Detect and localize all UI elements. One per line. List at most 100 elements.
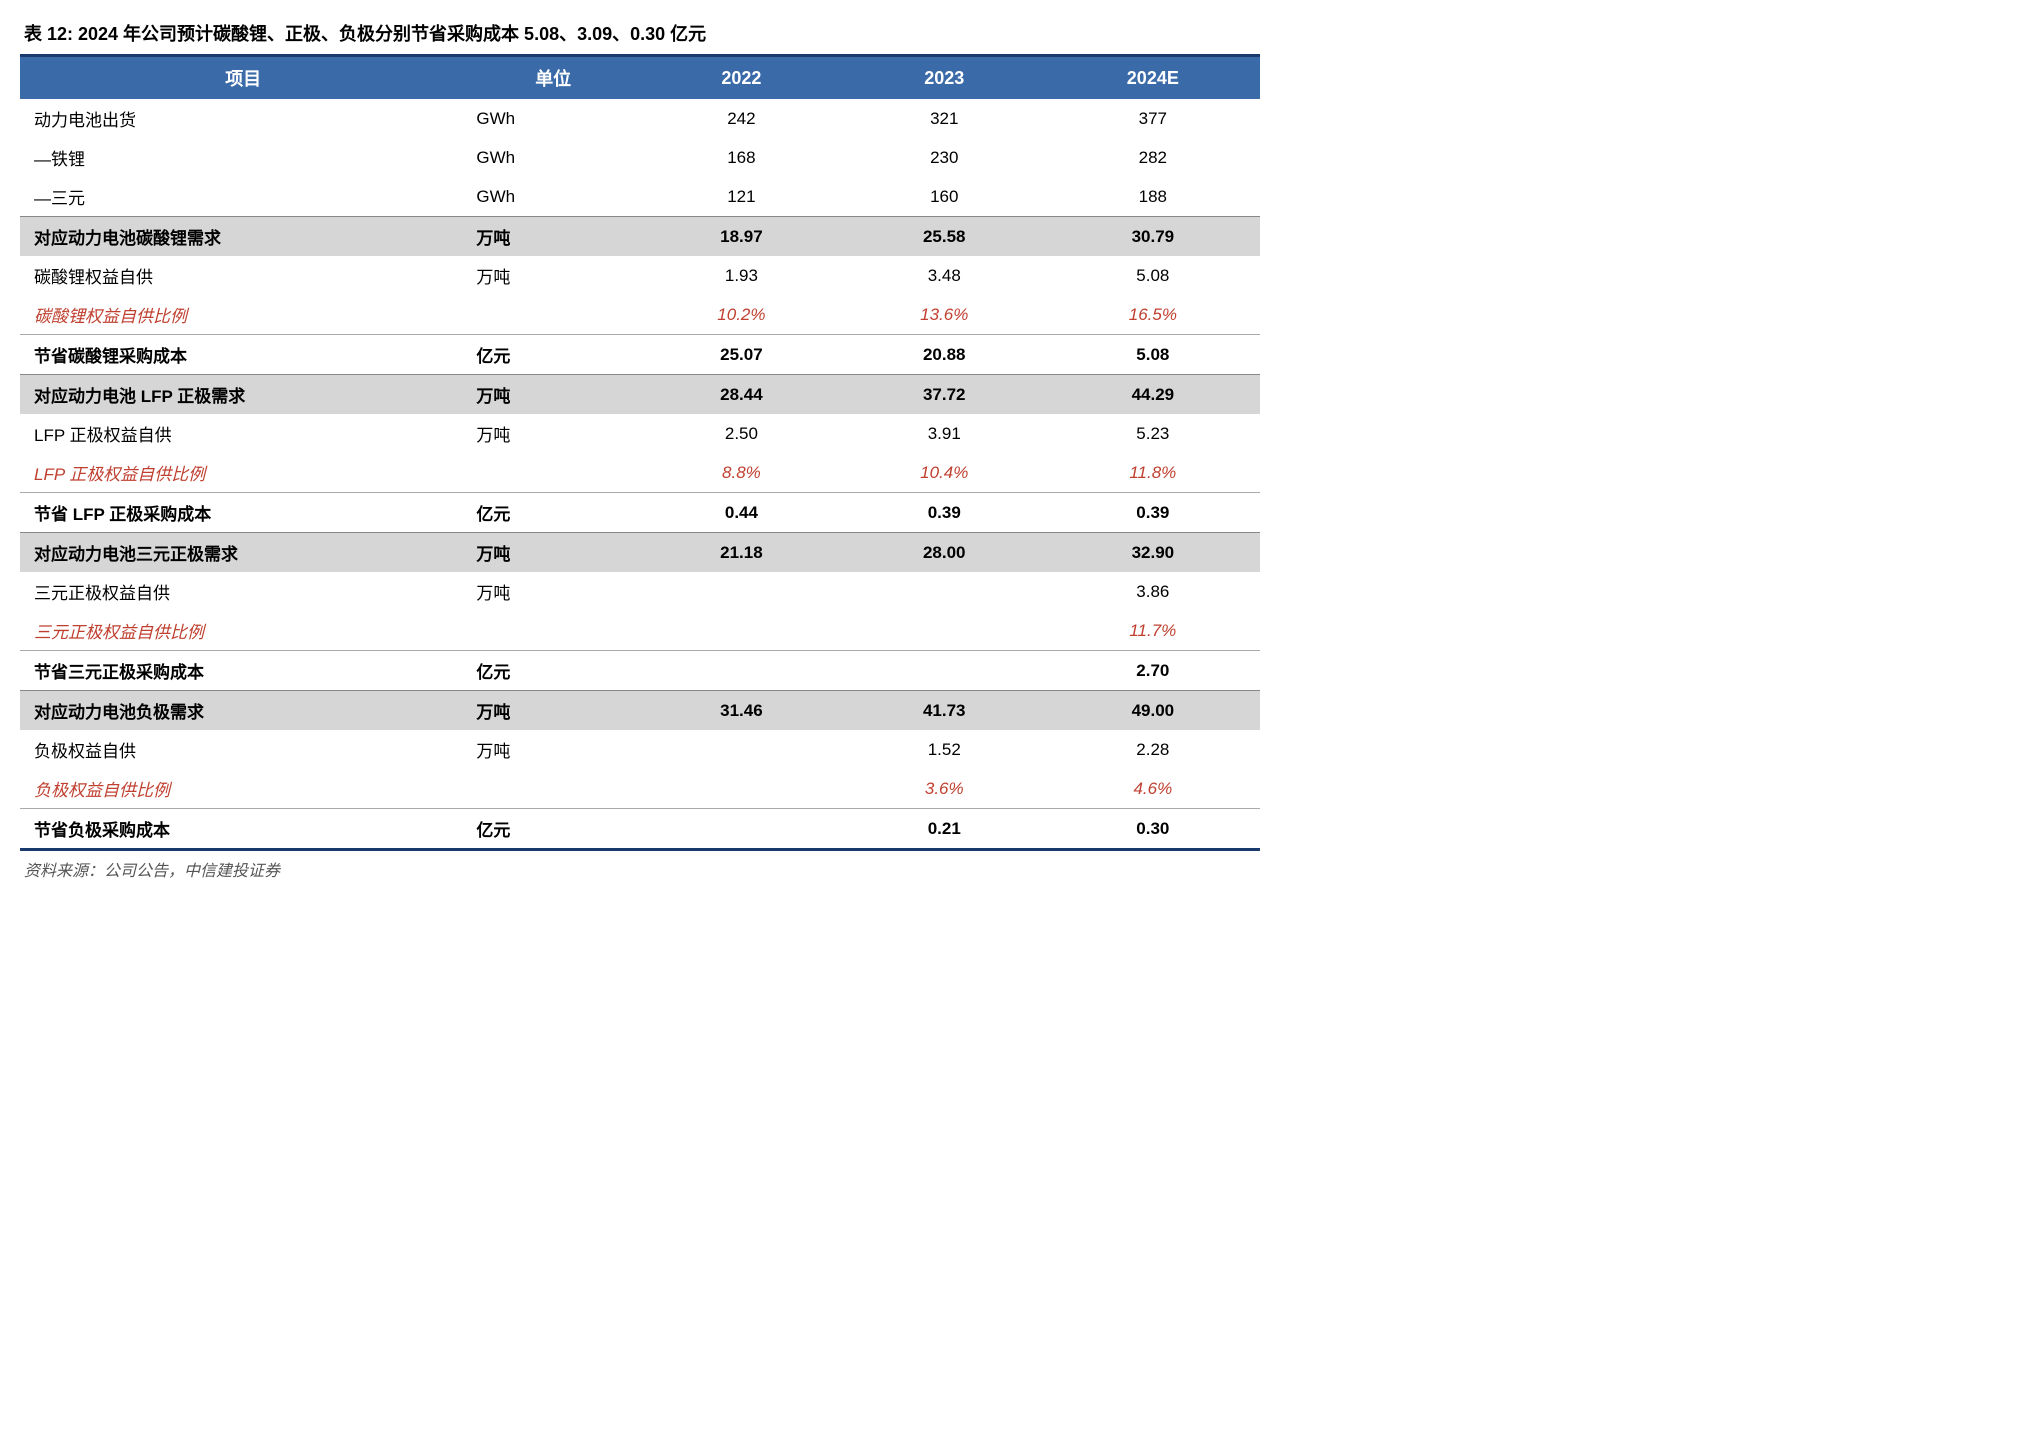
table-cell: 11.8% bbox=[1046, 453, 1260, 493]
table-cell: 动力电池出货 bbox=[20, 99, 466, 138]
table-cell: 321 bbox=[843, 99, 1046, 138]
table-cell: —三元 bbox=[20, 177, 466, 217]
table-cell: 5.23 bbox=[1046, 414, 1260, 453]
table-cell: 16.5% bbox=[1046, 295, 1260, 335]
table-cell: 31.46 bbox=[640, 691, 843, 731]
table-cell: 负极权益自供比例 bbox=[20, 769, 466, 809]
table-cell: 3.6% bbox=[843, 769, 1046, 809]
table-body: 动力电池出货GWh242321377—铁锂GWh168230282—三元GWh1… bbox=[20, 99, 1260, 850]
table-row: LFP 正极权益自供万吨2.503.915.23 bbox=[20, 414, 1260, 453]
table-cell: 2.28 bbox=[1046, 730, 1260, 769]
data-table: 项目 单位 2022 2023 2024E 动力电池出货GWh242321377… bbox=[20, 54, 1260, 851]
table-cell: 30.79 bbox=[1046, 217, 1260, 257]
table-cell: 20.88 bbox=[843, 335, 1046, 375]
table-cell bbox=[640, 769, 843, 809]
table-cell: GWh bbox=[466, 138, 640, 177]
table-cell: 11.7% bbox=[1046, 611, 1260, 651]
table-cell: GWh bbox=[466, 177, 640, 217]
table-cell: 碳酸锂权益自供 bbox=[20, 256, 466, 295]
table-cell: 28.44 bbox=[640, 375, 843, 415]
table-cell: 377 bbox=[1046, 99, 1260, 138]
table-cell: 亿元 bbox=[466, 335, 640, 375]
table-cell: 13.6% bbox=[843, 295, 1046, 335]
table-cell bbox=[640, 611, 843, 651]
table-cell: 0.39 bbox=[843, 493, 1046, 533]
table-container: 表 12: 2024 年公司预计碳酸锂、正极、负极分别节省采购成本 5.08、3… bbox=[20, 20, 1260, 881]
table-cell: 亿元 bbox=[466, 651, 640, 691]
table-cell: 万吨 bbox=[466, 375, 640, 415]
table-row: 对应动力电池三元正极需求万吨21.1828.0032.90 bbox=[20, 533, 1260, 573]
table-cell bbox=[843, 572, 1046, 611]
table-cell: 万吨 bbox=[466, 217, 640, 257]
table-cell bbox=[843, 611, 1046, 651]
table-row: 对应动力电池碳酸锂需求万吨18.9725.5830.79 bbox=[20, 217, 1260, 257]
table-row: —铁锂GWh168230282 bbox=[20, 138, 1260, 177]
table-row: 负极权益自供比例 3.6%4.6% bbox=[20, 769, 1260, 809]
table-cell: 3.86 bbox=[1046, 572, 1260, 611]
table-cell: 10.4% bbox=[843, 453, 1046, 493]
table-row: 三元正极权益自供万吨 3.86 bbox=[20, 572, 1260, 611]
table-cell: 对应动力电池负极需求 bbox=[20, 691, 466, 731]
table-cell: 44.29 bbox=[1046, 375, 1260, 415]
table-cell: 25.07 bbox=[640, 335, 843, 375]
table-row: 节省三元正极采购成本亿元2.70 bbox=[20, 651, 1260, 691]
table-row: 碳酸锂权益自供比例10.2%13.6%16.5% bbox=[20, 295, 1260, 335]
table-row: 负极权益自供万吨1.522.28 bbox=[20, 730, 1260, 769]
table-row: 三元正极权益自供比例11.7% bbox=[20, 611, 1260, 651]
table-cell: 亿元 bbox=[466, 493, 640, 533]
table-cell: 对应动力电池 LFP 正极需求 bbox=[20, 375, 466, 415]
table-cell: 万吨 bbox=[466, 691, 640, 731]
table-cell: 对应动力电池碳酸锂需求 bbox=[20, 217, 466, 257]
table-cell bbox=[466, 611, 640, 651]
table-row: LFP 正极权益自供比例8.8%10.4%11.8% bbox=[20, 453, 1260, 493]
table-cell: 25.58 bbox=[843, 217, 1046, 257]
header-row: 项目 单位 2022 2023 2024E bbox=[20, 56, 1260, 100]
table-cell: 37.72 bbox=[843, 375, 1046, 415]
table-cell: 万吨 bbox=[466, 730, 640, 769]
table-cell bbox=[843, 651, 1046, 691]
table-cell: 节省 LFP 正极采购成本 bbox=[20, 493, 466, 533]
table-cell: LFP 正极权益自供比例 bbox=[20, 453, 466, 493]
table-cell: 0.39 bbox=[1046, 493, 1260, 533]
table-cell: 121 bbox=[640, 177, 843, 217]
table-cell: 21.18 bbox=[640, 533, 843, 573]
col-header-item: 项目 bbox=[20, 56, 466, 100]
table-cell: 41.73 bbox=[843, 691, 1046, 731]
table-cell: 2.50 bbox=[640, 414, 843, 453]
table-cell: 49.00 bbox=[1046, 691, 1260, 731]
table-cell: 对应动力电池三元正极需求 bbox=[20, 533, 466, 573]
table-cell: 5.08 bbox=[1046, 335, 1260, 375]
table-cell bbox=[466, 295, 640, 335]
table-row: 对应动力电池 LFP 正极需求万吨28.4437.7244.29 bbox=[20, 375, 1260, 415]
table-cell: 万吨 bbox=[466, 572, 640, 611]
table-cell: 万吨 bbox=[466, 414, 640, 453]
table-cell: 万吨 bbox=[466, 256, 640, 295]
table-cell: 负极权益自供 bbox=[20, 730, 466, 769]
table-cell: LFP 正极权益自供 bbox=[20, 414, 466, 453]
col-header-2023: 2023 bbox=[843, 56, 1046, 100]
table-source: 资料来源：公司公告，中信建投证券 bbox=[20, 857, 1260, 881]
table-cell: 2.70 bbox=[1046, 651, 1260, 691]
table-cell: 4.6% bbox=[1046, 769, 1260, 809]
table-cell: 0.30 bbox=[1046, 809, 1260, 850]
table-cell: 亿元 bbox=[466, 809, 640, 850]
table-cell: 0.44 bbox=[640, 493, 843, 533]
table-cell bbox=[466, 769, 640, 809]
table-cell bbox=[640, 651, 843, 691]
table-cell: 160 bbox=[843, 177, 1046, 217]
table-cell: 282 bbox=[1046, 138, 1260, 177]
table-cell: 188 bbox=[1046, 177, 1260, 217]
table-row: 动力电池出货GWh242321377 bbox=[20, 99, 1260, 138]
table-cell: 三元正极权益自供 bbox=[20, 572, 466, 611]
table-cell bbox=[640, 730, 843, 769]
table-cell: 0.21 bbox=[843, 809, 1046, 850]
table-cell bbox=[466, 453, 640, 493]
table-cell: 3.91 bbox=[843, 414, 1046, 453]
table-cell: 碳酸锂权益自供比例 bbox=[20, 295, 466, 335]
col-header-2024e: 2024E bbox=[1046, 56, 1260, 100]
table-cell: 节省碳酸锂采购成本 bbox=[20, 335, 466, 375]
table-cell: 3.48 bbox=[843, 256, 1046, 295]
table-title: 表 12: 2024 年公司预计碳酸锂、正极、负极分别节省采购成本 5.08、3… bbox=[20, 20, 1260, 46]
table-cell: 242 bbox=[640, 99, 843, 138]
table-row: 节省 LFP 正极采购成本亿元0.440.390.39 bbox=[20, 493, 1260, 533]
